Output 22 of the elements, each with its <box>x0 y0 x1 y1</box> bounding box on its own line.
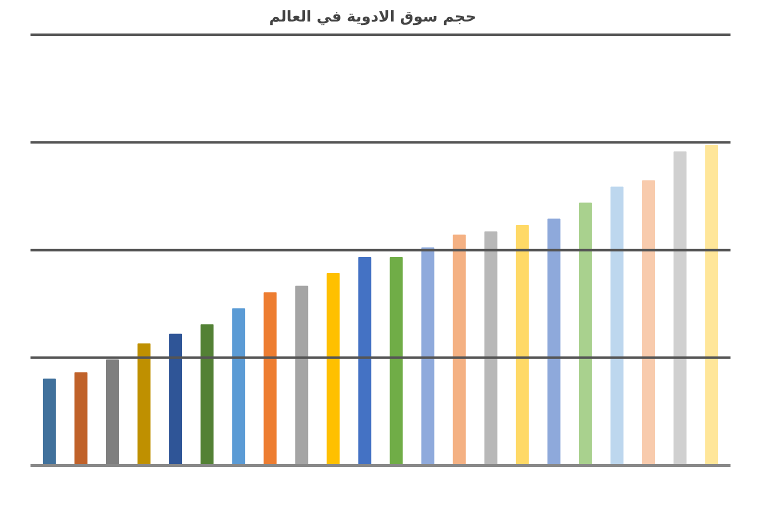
bar <box>674 151 687 466</box>
bar <box>705 145 718 466</box>
bar <box>295 286 308 466</box>
bar <box>484 231 498 466</box>
bar <box>138 343 151 466</box>
bar <box>578 202 592 466</box>
bar <box>200 324 214 466</box>
bar <box>421 247 434 466</box>
bar <box>547 218 560 466</box>
bar <box>264 292 277 466</box>
chart-title: حجم سوق الادوية في العالم <box>269 8 476 26</box>
bar <box>74 372 88 466</box>
bar <box>516 225 529 466</box>
bar <box>390 257 403 466</box>
bar <box>169 334 182 466</box>
bar <box>358 257 372 466</box>
bar <box>326 273 340 466</box>
bar <box>642 180 656 466</box>
bar <box>610 186 624 466</box>
bar <box>232 308 246 466</box>
bar <box>42 378 56 466</box>
bar <box>452 234 466 466</box>
